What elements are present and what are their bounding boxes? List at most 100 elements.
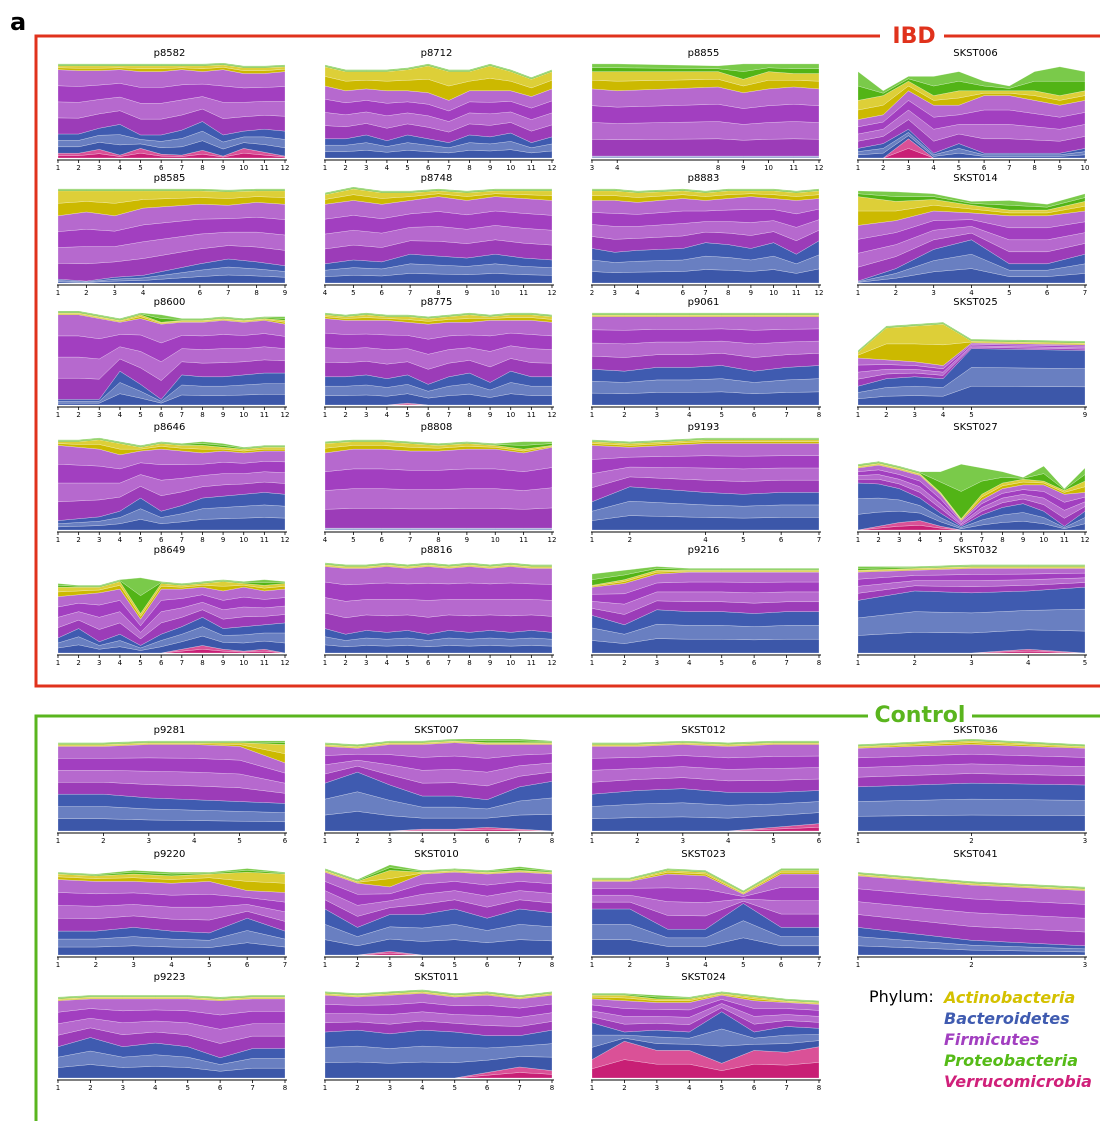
x-tick-label: 7 [180, 536, 184, 544]
x-tick-label: 11 [527, 164, 536, 172]
panel-p9281: p9281 1 2 3 4 5 6 [56, 725, 288, 845]
x-tick-label: 8 [436, 536, 440, 544]
panel-title: p9281 [154, 725, 186, 736]
x-tick-label: 9 [749, 289, 753, 297]
panel-p8883: p8883 2 3 4 6 7 8 9 10 11 12 [590, 173, 824, 297]
x-tick-label: 2 [635, 837, 639, 845]
x-tick-label: 1 [856, 289, 860, 297]
panel-title: SKST012 [681, 725, 725, 736]
x-tick-label: 6 [779, 961, 784, 969]
x-tick-label: 2 [628, 536, 632, 544]
x-tick-label: 11 [260, 164, 269, 172]
x-tick-label: 4 [118, 659, 123, 667]
legend: Phylum: Actinobacteria Bacteroidetes Fir… [869, 987, 1092, 1091]
area-proteobacteria-band [324, 864, 553, 881]
x-tick-label: 4 [703, 961, 708, 969]
x-tick-label: 2 [355, 1084, 359, 1092]
x-tick-label: 4 [918, 536, 923, 544]
x-tick-label: 8 [550, 961, 554, 969]
x-tick-label: 9 [221, 411, 225, 419]
area-proteobacteria-band [591, 437, 820, 443]
x-tick-label: 4 [687, 1084, 692, 1092]
x-tick-label: 3 [388, 961, 392, 969]
x-tick-label: 1 [323, 164, 327, 172]
x-tick-label: 4 [153, 1084, 158, 1092]
x-tick-label: 2 [628, 961, 632, 969]
x-tick-label: 1 [323, 659, 327, 667]
x-tick-label: 2 [76, 536, 80, 544]
x-tick-label: 2 [969, 961, 973, 969]
x-tick-label: 4 [323, 536, 328, 544]
x-tick-label: 8 [436, 289, 440, 297]
area-proteobacteria-band [57, 188, 286, 192]
x-tick-label: 6 [485, 1084, 490, 1092]
panel-p8585: p8585 1 2 3 4 6 7 8 9 [56, 173, 287, 297]
area-proteobacteria-band [57, 437, 286, 449]
panel-title: SKST011 [414, 972, 458, 983]
x-tick-label: 3 [655, 411, 659, 419]
x-tick-label: 6 [982, 164, 987, 172]
x-tick-label: 2 [622, 411, 626, 419]
x-tick-label: 8 [200, 659, 204, 667]
x-tick-label: 12 [815, 289, 824, 297]
x-tick-label: 3 [147, 837, 151, 845]
x-tick-label: 1 [856, 536, 860, 544]
area-proteobacteria-band [857, 461, 1086, 492]
panel-skst006: SKST006 1 2 3 4 5 6 7 8 9 10 [856, 48, 1090, 172]
x-tick-label: 1 [856, 961, 860, 969]
x-tick-label: 7 [784, 659, 788, 667]
x-tick-label: 5 [1007, 289, 1011, 297]
x-tick-label: 6 [426, 411, 431, 419]
x-tick-label: 5 [185, 1084, 189, 1092]
panel-p9216: p9216 1 2 3 4 5 6 7 8 [590, 545, 821, 667]
x-tick-label: 2 [76, 659, 80, 667]
x-tick-label: 9 [465, 289, 469, 297]
x-tick-label: 9 [488, 164, 492, 172]
x-tick-label: 4 [141, 289, 146, 297]
x-tick-label: 7 [817, 536, 821, 544]
x-tick-label: 12 [548, 659, 557, 667]
x-tick-label: 4 [941, 411, 946, 419]
x-tick-label: 8 [817, 1084, 821, 1092]
x-tick-label: 2 [343, 164, 347, 172]
x-tick-label: 10 [1039, 536, 1048, 544]
area-proteobacteria-band [857, 190, 1086, 208]
x-tick-label: 7 [517, 1084, 521, 1092]
x-tick-label: 2 [84, 289, 88, 297]
x-tick-label: 10 [491, 289, 500, 297]
panel-skst007: SKST007 1 2 3 4 5 6 7 8 [323, 725, 554, 845]
x-tick-label: 2 [622, 659, 626, 667]
area-proteobacteria-band [591, 868, 820, 892]
x-tick-label: 9 [1021, 536, 1025, 544]
area-firmicutes-band [591, 121, 820, 141]
x-tick-label: 7 [817, 961, 821, 969]
x-tick-label: 7 [250, 1084, 254, 1092]
x-tick-label: 4 [615, 164, 620, 172]
x-tick-label: 1 [323, 837, 327, 845]
x-tick-label: 5 [719, 1084, 723, 1092]
x-tick-label: 8 [283, 1084, 287, 1092]
x-tick-label: 5 [351, 536, 355, 544]
x-tick-label: 2 [343, 659, 347, 667]
legend-item-proteobacteria: Proteobacteria [944, 1051, 1078, 1070]
area-firmicutes-band [324, 566, 553, 586]
x-tick-label: 10 [764, 164, 773, 172]
x-tick-label: 7 [517, 837, 521, 845]
x-tick-label: 10 [239, 411, 248, 419]
panel-p9193: p9193 1 2 4 5 6 7 [590, 422, 821, 544]
area-proteobacteria-band [857, 564, 1086, 569]
x-tick-label: 6 [485, 961, 490, 969]
x-tick-label: 6 [426, 659, 431, 667]
x-tick-label: 3 [681, 837, 685, 845]
x-tick-label: 6 [380, 536, 385, 544]
x-tick-label: 7 [408, 289, 412, 297]
x-tick-label: 5 [351, 289, 355, 297]
x-tick-label: 2 [876, 536, 880, 544]
panel-title: SKST014 [953, 173, 997, 184]
x-tick-label: 5 [719, 659, 723, 667]
panel-title: p8649 [154, 545, 186, 556]
